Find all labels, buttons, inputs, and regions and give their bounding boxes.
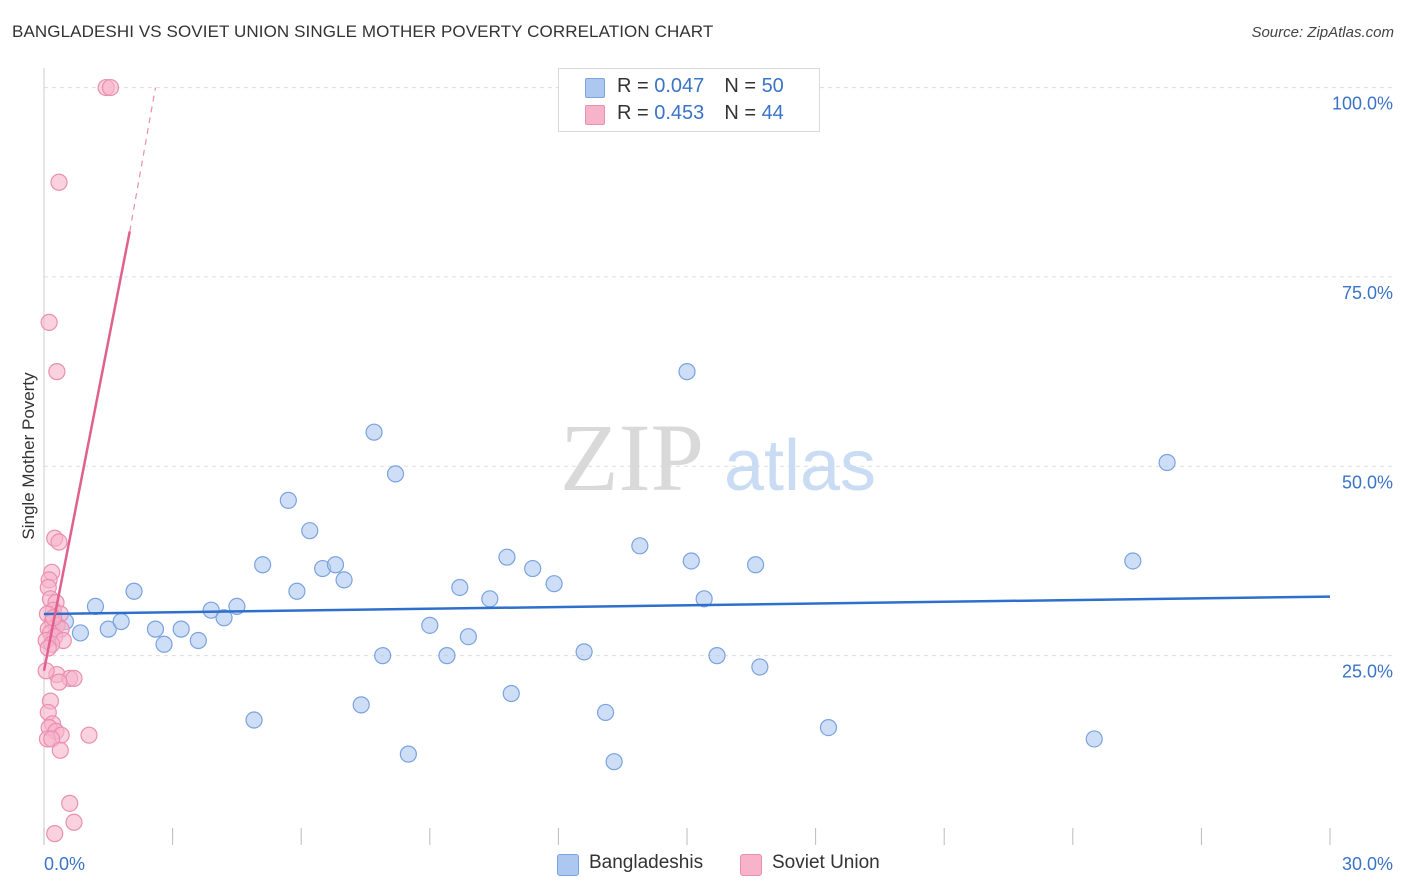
legend-text: R = 0.047 N = 50 [617, 75, 784, 98]
bangladeshis-trend-line [43, 595, 1331, 616]
bangladeshis-point [245, 711, 263, 729]
bangladeshis-point [71, 624, 90, 642]
n-label: N = [724, 75, 762, 97]
bangladeshis-point [288, 582, 306, 600]
bangladeshis-point [326, 556, 345, 574]
bangladeshis-point [189, 631, 207, 650]
soviet-union-point [101, 78, 120, 97]
soviet-union-point [50, 173, 68, 191]
pink-swatch [740, 854, 762, 876]
x-tick-label: 30.0% [1342, 854, 1393, 874]
n-value: 50 [761, 75, 784, 97]
bangladeshis-point [99, 620, 117, 638]
soviet-union-point [80, 726, 98, 744]
soviet-union-trend-extension [129, 87, 157, 232]
bangladeshis-point [575, 643, 593, 661]
pink-swatch [585, 105, 605, 125]
correlation-legend: R = 0.047 N = 50 R = 0.453 N = 44 [558, 68, 820, 132]
grid-lines [44, 87, 1392, 657]
bangladeshis-point [112, 612, 130, 631]
bangladeshis-point [125, 582, 143, 600]
watermark-atlas: atlas [724, 426, 876, 506]
soviet-union-point [40, 313, 58, 331]
data-points [37, 78, 1176, 843]
soviet-union-point [46, 825, 64, 843]
y-tick-label: 75.0% [1342, 283, 1393, 303]
y-axis-title: Single Mother Poverty [19, 372, 38, 540]
bangladeshis-point [631, 537, 649, 555]
bangladeshis-point [682, 552, 700, 570]
soviet-union-point [48, 363, 66, 381]
watermark: ZIP atlas [560, 404, 876, 511]
y-tick-label: 25.0% [1342, 662, 1393, 682]
soviet-union-point [51, 741, 69, 759]
bangladeshis-point [459, 628, 477, 646]
bangladeshis-point [481, 590, 499, 608]
legend-text: R = 0.453 N = 44 [617, 102, 784, 125]
bangladeshis-point [279, 491, 297, 509]
bangladeshis-point [386, 465, 405, 483]
bangladeshis-point [819, 718, 838, 737]
blue-swatch [585, 78, 605, 98]
bangladeshis-point [605, 753, 623, 771]
tick-labels: 25.0% 50.0% 75.0% 100.0% 0.0% 30.0% Single Mot… [19, 94, 1393, 874]
bangladeshis-point [498, 548, 516, 566]
bangladeshis-point [502, 684, 520, 703]
bangladeshis-point [146, 620, 165, 638]
bangladeshis-point [365, 423, 383, 441]
bangladeshis-point [1085, 730, 1103, 748]
x-tick-label: 0.0% [44, 854, 85, 874]
bangladeshis-point [678, 363, 696, 381]
bangladeshis-point [545, 575, 563, 593]
bangladeshis-point [438, 647, 456, 665]
soviet-union-point [65, 669, 83, 687]
bangladeshis-point [301, 522, 319, 540]
r-label: R = [617, 75, 655, 97]
bangladeshis-point [374, 647, 392, 665]
bangladeshis-point [399, 745, 417, 763]
bangladeshis-point [751, 658, 769, 676]
bangladeshis-point [352, 696, 370, 714]
soviet-union-point [43, 730, 61, 748]
n-label: N = [724, 102, 762, 124]
chart-title: BANGLADESHI VS SOVIET UNION SINGLE MOTHE… [12, 22, 714, 41]
r-value: 0.453 [654, 102, 705, 124]
blue-swatch [557, 854, 579, 876]
r-label: R = [617, 102, 655, 124]
watermark-zip: ZIP [560, 404, 704, 511]
bangladeshis-point [695, 590, 713, 608]
soviet-union-point [50, 533, 68, 551]
n-value: 44 [761, 102, 784, 124]
bangladeshis-point [254, 556, 272, 574]
legend-label: Bangladeshis [589, 852, 704, 873]
bangladeshis-point [524, 559, 542, 578]
bangladeshis-point [172, 620, 190, 638]
bangladeshis-point [746, 556, 765, 574]
bangladeshis-point [708, 647, 726, 665]
bangladeshis-point [1124, 552, 1142, 570]
bangladeshis-point [335, 571, 353, 589]
bangladeshis-point [596, 703, 615, 722]
legend-label: Soviet Union [772, 852, 880, 873]
r-value: 0.047 [654, 75, 705, 97]
bangladeshis-point [421, 616, 439, 634]
bangladeshis-point [155, 635, 173, 653]
y-tick-label: 100.0% [1332, 94, 1393, 114]
y-tick-label: 50.0% [1342, 472, 1393, 492]
bangladeshis-point [202, 601, 220, 619]
soviet-union-point [61, 794, 79, 812]
bangladeshis-point [451, 578, 469, 597]
soviet-union-point [50, 673, 68, 691]
soviet-union-point [65, 813, 83, 831]
bangladeshis-point [1158, 453, 1176, 472]
bangladeshis-point [215, 609, 233, 627]
soviet-union-trend-line [42, 231, 131, 672]
trend-lines [42, 87, 1331, 672]
series-legend: Bangladeshis Soviet Union [0, 852, 1406, 878]
source-label: Source: ZipAtlas.com [1251, 24, 1394, 41]
